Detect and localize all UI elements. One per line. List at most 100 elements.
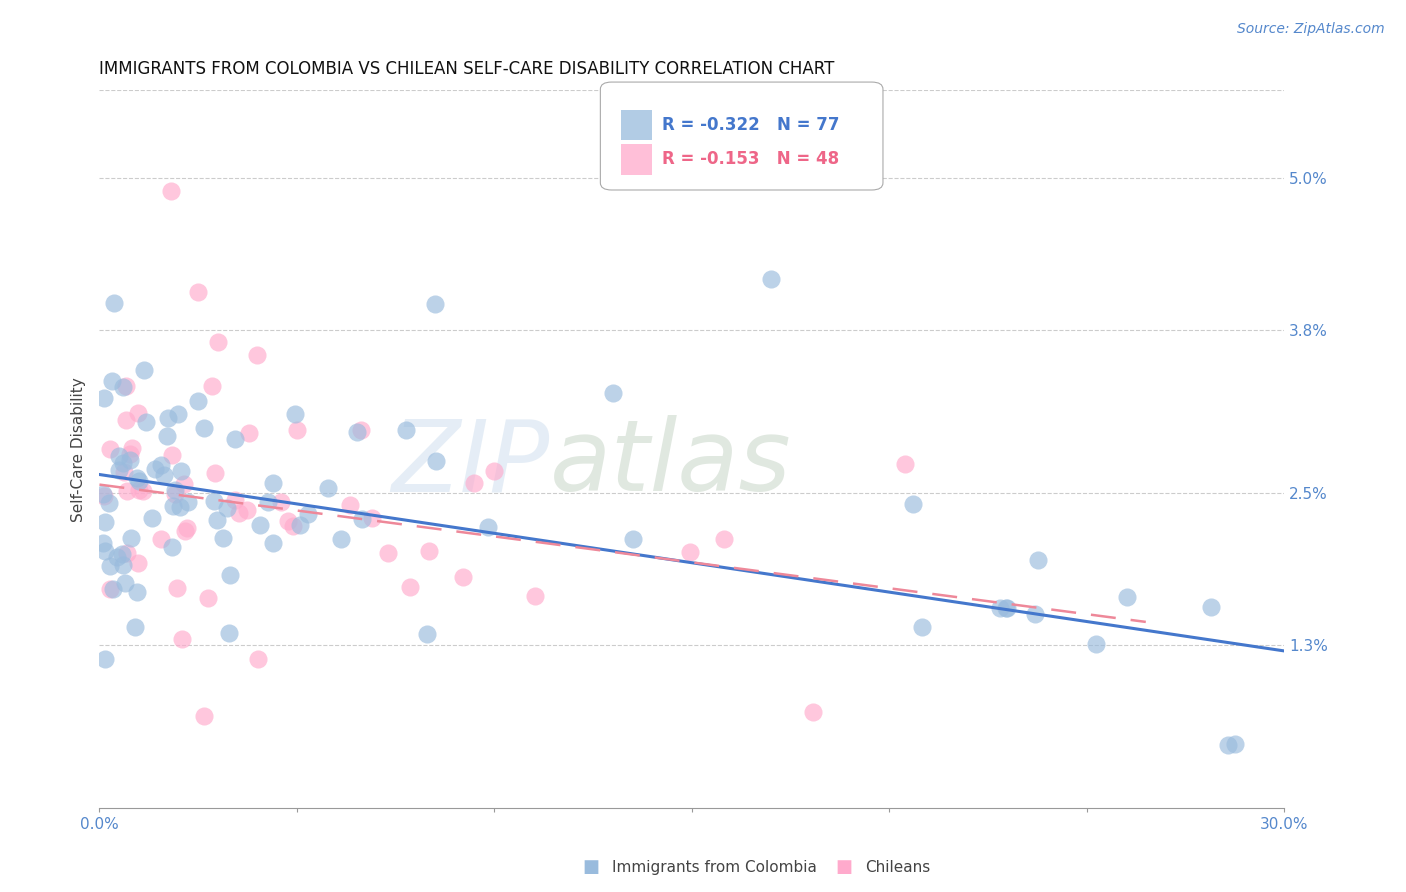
Point <box>394 424 416 438</box>
Point <box>262 536 284 550</box>
Point <box>201 379 224 393</box>
Point <box>339 498 361 512</box>
Point <box>288 518 311 533</box>
Point <box>128 483 150 497</box>
Point <box>602 385 624 400</box>
Point <box>93 487 115 501</box>
Point <box>162 449 184 463</box>
Point <box>118 447 141 461</box>
Text: Immigrants from Colombia: Immigrants from Colombia <box>612 860 817 874</box>
Point <box>1026 553 1049 567</box>
Point <box>193 421 215 435</box>
Point <box>218 626 240 640</box>
Point <box>346 425 368 439</box>
Point <box>361 511 384 525</box>
Point <box>121 441 143 455</box>
Text: atlas: atlas <box>550 415 792 512</box>
Point <box>98 496 121 510</box>
Point <box>98 442 121 457</box>
Point <box>153 467 176 482</box>
Y-axis label: Self-Care Disability: Self-Care Disability <box>72 377 86 522</box>
Point <box>801 706 824 720</box>
Point <box>169 500 191 515</box>
Text: R = -0.322   N = 77: R = -0.322 N = 77 <box>662 116 839 134</box>
Point <box>418 544 440 558</box>
Point <box>176 520 198 534</box>
Point <box>238 425 260 440</box>
Point <box>93 391 115 405</box>
Point <box>150 458 173 473</box>
Point <box>112 457 135 471</box>
Point <box>270 494 292 508</box>
Point <box>425 454 447 468</box>
Text: ■: ■ <box>582 858 599 876</box>
Point <box>477 519 499 533</box>
Text: Chileans: Chileans <box>865 860 929 874</box>
Point <box>100 374 122 388</box>
Point <box>127 470 149 484</box>
Point <box>173 476 195 491</box>
Point <box>132 363 155 377</box>
Point <box>105 549 128 564</box>
Point <box>995 601 1018 615</box>
Point <box>257 494 280 508</box>
Point <box>988 601 1011 615</box>
Point <box>202 494 225 508</box>
Point <box>166 581 188 595</box>
Point <box>349 423 371 437</box>
Point <box>173 524 195 538</box>
Point <box>167 407 190 421</box>
Point <box>759 272 782 286</box>
Point <box>162 499 184 513</box>
Point <box>120 531 142 545</box>
Point <box>111 547 134 561</box>
Point <box>1225 737 1247 751</box>
Point <box>297 507 319 521</box>
Point <box>1216 739 1239 753</box>
Point <box>94 516 117 530</box>
Point <box>156 429 179 443</box>
Point <box>224 492 246 507</box>
Point <box>127 406 149 420</box>
Point <box>911 620 934 634</box>
Point <box>1115 591 1137 605</box>
Point <box>679 544 702 558</box>
Point <box>423 297 446 311</box>
Point <box>197 591 219 606</box>
Point <box>277 514 299 528</box>
Point <box>150 533 173 547</box>
Point <box>352 511 374 525</box>
Point <box>93 489 115 503</box>
Point <box>713 532 735 546</box>
Point <box>247 651 270 665</box>
Point <box>135 415 157 429</box>
Point <box>463 476 485 491</box>
Point <box>98 582 121 596</box>
Point <box>249 518 271 533</box>
Point <box>205 513 228 527</box>
Point <box>262 476 284 491</box>
Point <box>94 652 117 666</box>
Point <box>127 556 149 570</box>
Point <box>131 483 153 498</box>
Point <box>157 411 180 425</box>
Point <box>163 483 186 497</box>
Text: IMMIGRANTS FROM COLOMBIA VS CHILEAN SELF-CARE DISABILITY CORRELATION CHART: IMMIGRANTS FROM COLOMBIA VS CHILEAN SELF… <box>100 60 835 78</box>
Point <box>187 394 209 409</box>
Point <box>176 495 198 509</box>
Point <box>111 558 134 573</box>
Point <box>103 582 125 596</box>
Point <box>115 546 138 560</box>
Point <box>215 500 238 515</box>
Point <box>1024 607 1046 621</box>
Point <box>143 462 166 476</box>
Point <box>108 463 131 477</box>
Point <box>523 589 546 603</box>
Point <box>103 295 125 310</box>
Point <box>117 483 139 498</box>
Point <box>236 503 259 517</box>
Point <box>114 575 136 590</box>
Point <box>114 379 136 393</box>
Point <box>894 457 917 471</box>
Point <box>416 627 439 641</box>
